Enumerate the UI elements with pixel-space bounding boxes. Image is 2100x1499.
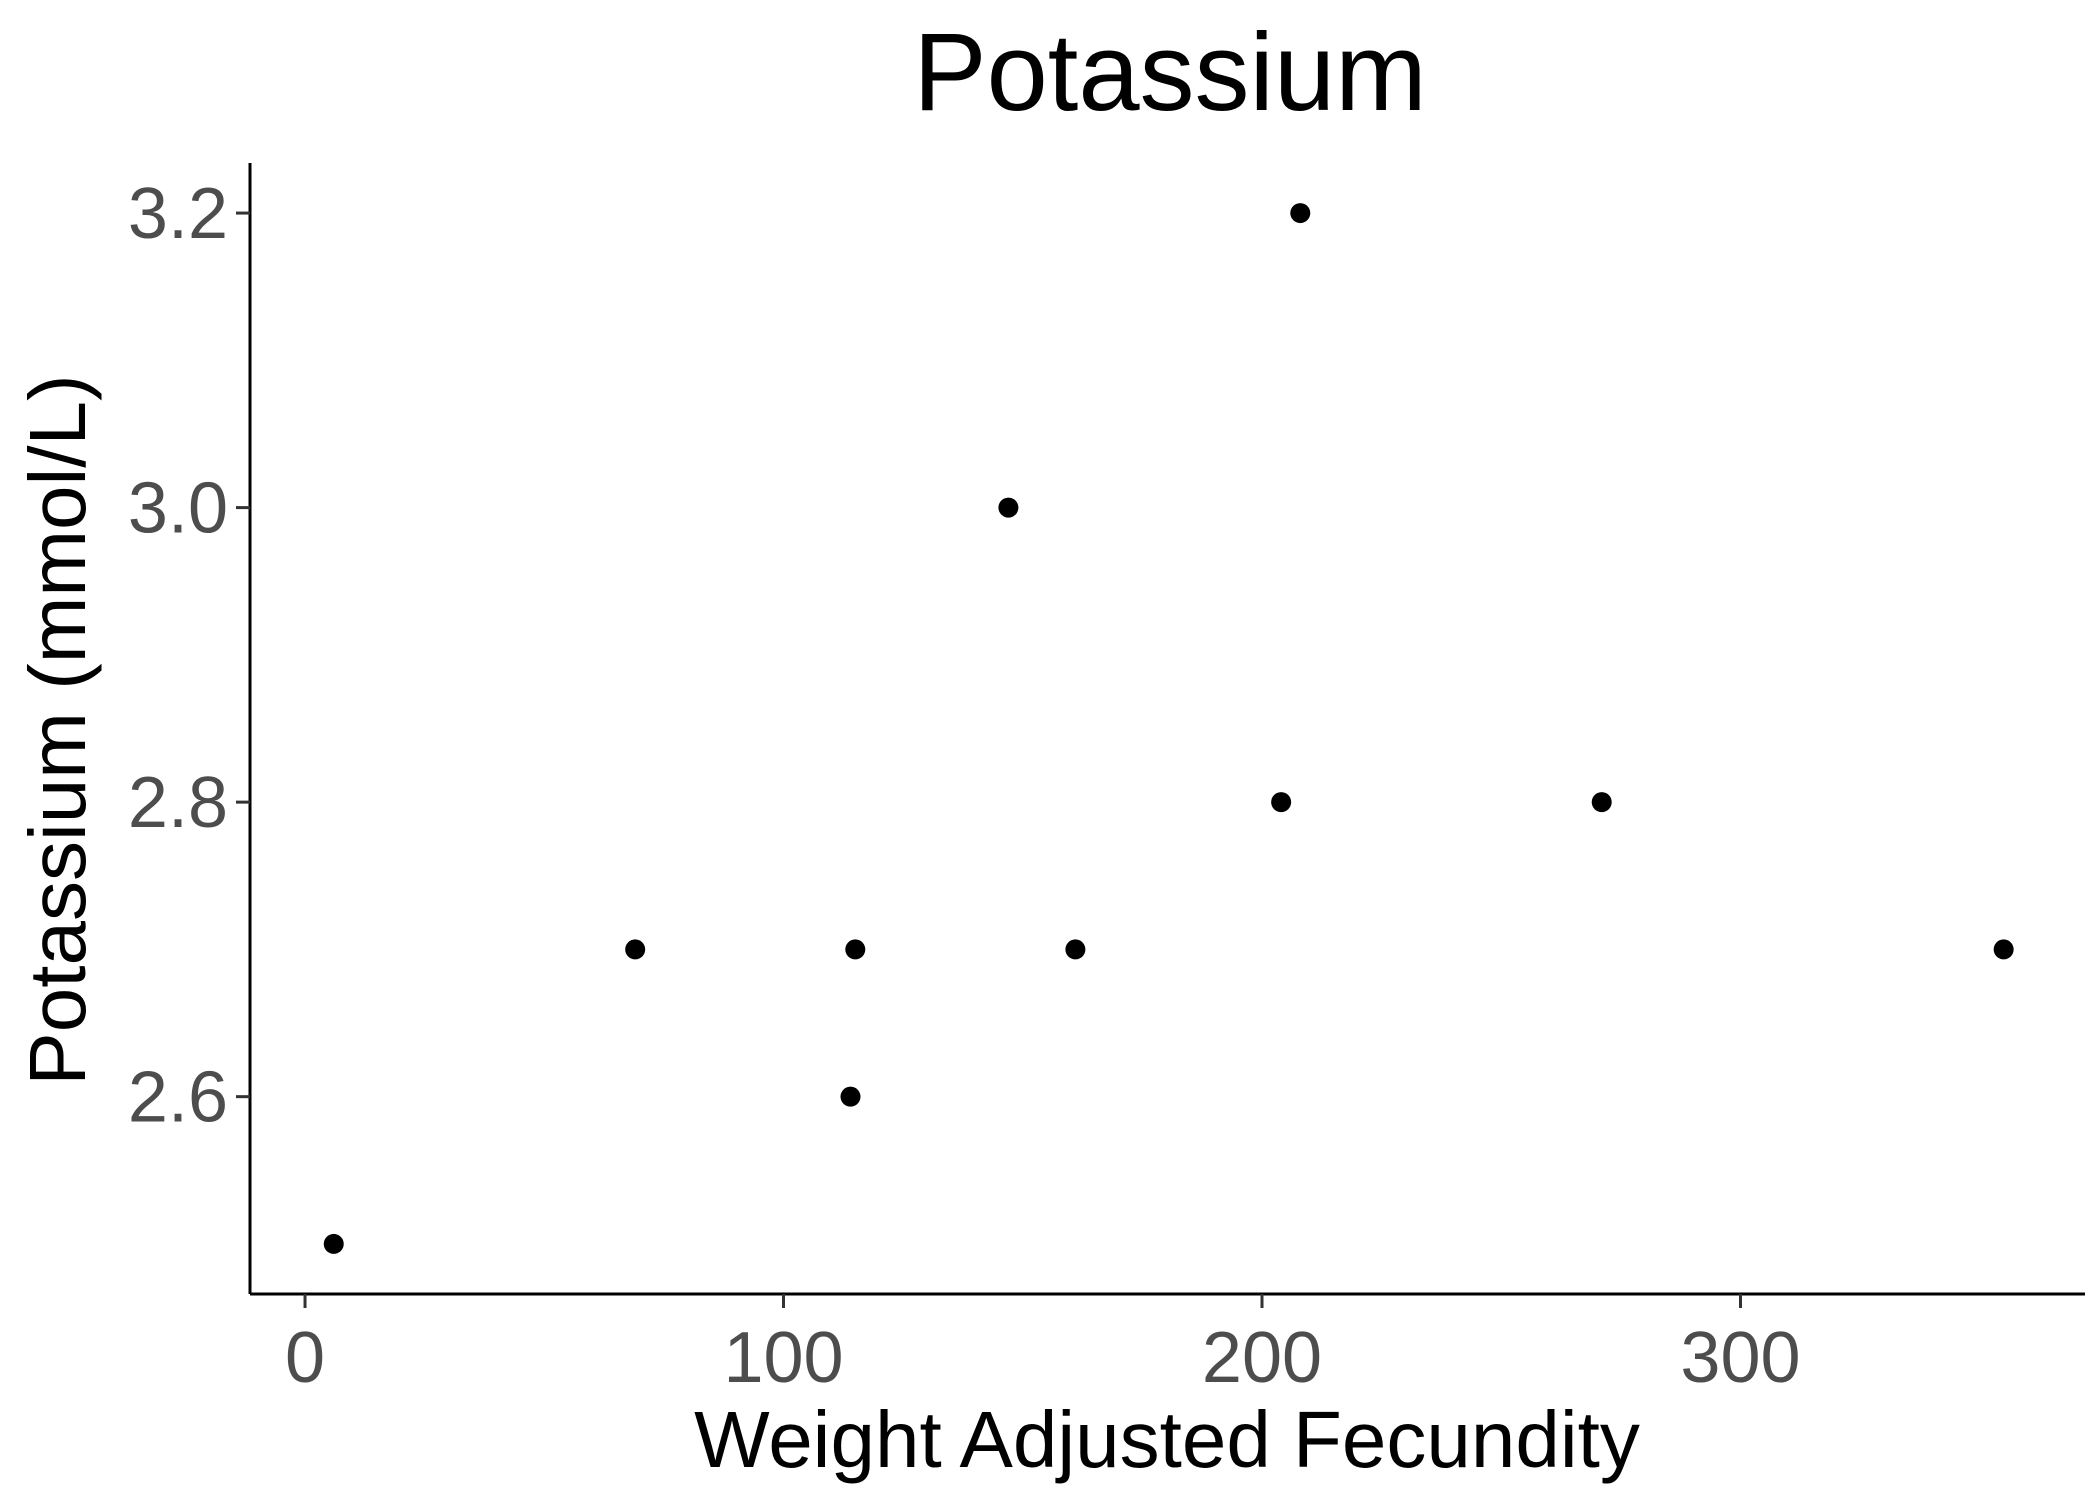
data-point: [1271, 792, 1292, 813]
data-point: [845, 939, 866, 960]
chart-title: Potassium: [913, 11, 1427, 134]
x-tick-label: 300: [1680, 1318, 1800, 1398]
data-point: [323, 1233, 344, 1254]
x-axis-title: Weight Adjusted Fecundity: [694, 1395, 1640, 1484]
y-axis-title: Potassium (mmol/L): [13, 374, 102, 1085]
x-axis-ticks: 0 100 200 300: [285, 1294, 1801, 1398]
data-point: [1591, 792, 1612, 813]
data-point: [998, 497, 1019, 518]
data-point: [1065, 939, 1086, 960]
y-tick-label: 2.8: [128, 763, 228, 843]
y-tick-label: 3.2: [128, 174, 228, 254]
x-tick-label: 0: [285, 1318, 325, 1398]
x-tick-label: 200: [1202, 1318, 1322, 1398]
plot-area: 0 100 200 300 2.6 2.8 3.0 3.2: [128, 163, 2085, 1398]
y-tick-label: 2.6: [128, 1058, 228, 1138]
data-point: [625, 939, 646, 960]
y-axis-ticks: 2.6 2.8 3.0 3.2: [128, 174, 250, 1138]
x-tick-label: 100: [723, 1318, 843, 1398]
data-point: [1993, 939, 2014, 960]
data-point: [840, 1086, 861, 1107]
data-point: [1290, 203, 1311, 224]
data-points: [323, 203, 2014, 1254]
y-tick-label: 3.0: [128, 469, 228, 549]
